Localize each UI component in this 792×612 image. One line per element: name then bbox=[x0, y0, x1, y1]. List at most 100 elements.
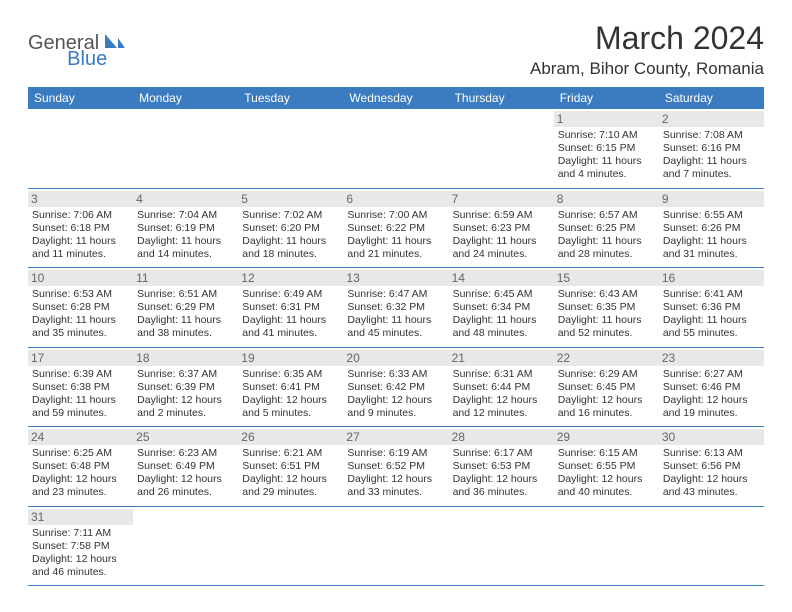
calendar-cell: 23 Sunrise: 6:27 AMSunset: 6:46 PMDayligh… bbox=[659, 347, 764, 427]
calendar-cell: 11Sunrise: 6:51 AMSunset: 6:29 PMDayligh… bbox=[133, 268, 238, 348]
day-number: 23 bbox=[659, 350, 764, 366]
day-info: Sunrise: 6:41 AMSunset: 6:36 PMDaylight:… bbox=[663, 288, 760, 341]
calendar-cell: 24 Sunrise: 6:25 AMSunset: 6:48 PMDayligh… bbox=[28, 427, 133, 507]
calendar-cell bbox=[659, 506, 764, 586]
day-info: Sunrise: 6:21 AMSunset: 6:51 PMDaylight:… bbox=[242, 447, 339, 500]
calendar-cell bbox=[554, 506, 659, 586]
calendar-row: 10 Sunrise: 6:53 AMSunset: 6:28 PMDayligh… bbox=[28, 268, 764, 348]
day-number: 5 bbox=[238, 191, 343, 207]
calendar-cell: 7Sunrise: 6:59 AMSunset: 6:23 PMDaylight… bbox=[449, 188, 554, 268]
day-number: 24 bbox=[28, 429, 133, 445]
day-info: Sunrise: 6:31 AMSunset: 6:44 PMDaylight:… bbox=[453, 368, 550, 421]
header: General Blue March 2024 Abram, Bihor Cou… bbox=[28, 20, 764, 79]
day-number: 8 bbox=[554, 191, 659, 207]
day-info: Sunrise: 7:11 AMSunset: 7:58 PMDaylight:… bbox=[32, 527, 129, 580]
calendar-cell bbox=[343, 109, 448, 188]
day-info: Sunrise: 6:27 AMSunset: 6:46 PMDaylight:… bbox=[663, 368, 760, 421]
calendar-cell: 10 Sunrise: 6:53 AMSunset: 6:28 PMDayligh… bbox=[28, 268, 133, 348]
day-info: Sunrise: 6:57 AMSunset: 6:25 PMDaylight:… bbox=[558, 209, 655, 262]
calendar-cell: 25 Sunrise: 6:23 AMSunset: 6:49 PMDayligh… bbox=[133, 427, 238, 507]
calendar-cell: 2 Sunrise: 7:08 AMSunset: 6:16 PMDaylight… bbox=[659, 109, 764, 188]
day-info: Sunrise: 6:59 AMSunset: 6:23 PMDaylight:… bbox=[453, 209, 550, 262]
day-info: Sunrise: 7:08 AMSunset: 6:16 PMDaylight:… bbox=[663, 129, 760, 182]
calendar-cell: 21 Sunrise: 6:31 AMSunset: 6:44 PMDayligh… bbox=[449, 347, 554, 427]
day-number: 10 bbox=[28, 270, 133, 286]
calendar-cell: 5Sunrise: 7:02 AMSunset: 6:20 PMDaylight… bbox=[238, 188, 343, 268]
day-number: 16 bbox=[659, 270, 764, 286]
day-info: Sunrise: 6:17 AMSunset: 6:53 PMDaylight:… bbox=[453, 447, 550, 500]
calendar-cell: 30 Sunrise: 6:13 AMSunset: 6:56 PMDayligh… bbox=[659, 427, 764, 507]
day-number: 28 bbox=[449, 429, 554, 445]
day-number: 9 bbox=[659, 191, 764, 207]
day-number: 21 bbox=[449, 350, 554, 366]
day-info: Sunrise: 6:23 AMSunset: 6:49 PMDaylight:… bbox=[137, 447, 234, 500]
logo-text-blue: Blue bbox=[67, 48, 107, 71]
calendar-row: 1 Sunrise: 7:10 AMSunset: 6:15 PMDaylight… bbox=[28, 109, 764, 188]
day-number: 25 bbox=[133, 429, 238, 445]
weekday-header: Sunday bbox=[28, 87, 133, 109]
day-info: Sunrise: 6:29 AMSunset: 6:45 PMDaylight:… bbox=[558, 368, 655, 421]
calendar-cell: 1 Sunrise: 7:10 AMSunset: 6:15 PMDaylight… bbox=[554, 109, 659, 188]
calendar-cell: 19Sunrise: 6:35 AMSunset: 6:41 PMDayligh… bbox=[238, 347, 343, 427]
calendar-cell: 6Sunrise: 7:00 AMSunset: 6:22 PMDaylight… bbox=[343, 188, 448, 268]
location: Abram, Bihor County, Romania bbox=[530, 59, 764, 79]
calendar-cell: 29 Sunrise: 6:15 AMSunset: 6:55 PMDayligh… bbox=[554, 427, 659, 507]
day-number: 17 bbox=[28, 350, 133, 366]
day-number: 6 bbox=[343, 191, 448, 207]
calendar-table: Sunday Monday Tuesday Wednesday Thursday… bbox=[28, 87, 764, 586]
day-number: 18 bbox=[133, 350, 238, 366]
calendar-cell: 28 Sunrise: 6:17 AMSunset: 6:53 PMDayligh… bbox=[449, 427, 554, 507]
day-number: 29 bbox=[554, 429, 659, 445]
calendar-cell: 31 Sunrise: 7:11 AMSunset: 7:58 PMDayligh… bbox=[28, 506, 133, 586]
calendar-cell: 12 Sunrise: 6:49 AMSunset: 6:31 PMDayligh… bbox=[238, 268, 343, 348]
day-number: 3 bbox=[28, 191, 133, 207]
weekday-header: Friday bbox=[554, 87, 659, 109]
calendar-cell bbox=[238, 506, 343, 586]
day-info: Sunrise: 6:45 AMSunset: 6:34 PMDaylight:… bbox=[453, 288, 550, 341]
calendar-cell bbox=[133, 109, 238, 188]
calendar-cell: 16 Sunrise: 6:41 AMSunset: 6:36 PMDayligh… bbox=[659, 268, 764, 348]
day-number: 14 bbox=[449, 270, 554, 286]
day-number: 31 bbox=[28, 509, 133, 525]
day-number: 12 bbox=[238, 270, 343, 286]
calendar-cell bbox=[449, 109, 554, 188]
weekday-header-row: Sunday Monday Tuesday Wednesday Thursday… bbox=[28, 87, 764, 109]
day-info: Sunrise: 6:47 AMSunset: 6:32 PMDaylight:… bbox=[347, 288, 444, 341]
day-number: 13 bbox=[343, 270, 448, 286]
calendar-cell: 14 Sunrise: 6:45 AMSunset: 6:34 PMDayligh… bbox=[449, 268, 554, 348]
day-info: Sunrise: 6:25 AMSunset: 6:48 PMDaylight:… bbox=[32, 447, 129, 500]
day-info: Sunrise: 6:51 AMSunset: 6:29 PMDaylight:… bbox=[137, 288, 234, 341]
day-info: Sunrise: 6:53 AMSunset: 6:28 PMDaylight:… bbox=[32, 288, 129, 341]
calendar-row: 17 Sunrise: 6:39 AMSunset: 6:38 PMDayligh… bbox=[28, 347, 764, 427]
day-number: 22 bbox=[554, 350, 659, 366]
calendar-cell: 18Sunrise: 6:37 AMSunset: 6:39 PMDayligh… bbox=[133, 347, 238, 427]
day-info: Sunrise: 7:10 AMSunset: 6:15 PMDaylight:… bbox=[558, 129, 655, 182]
day-number: 1 bbox=[554, 111, 659, 127]
day-info: Sunrise: 6:35 AMSunset: 6:41 PMDaylight:… bbox=[242, 368, 339, 421]
calendar-cell: 9 Sunrise: 6:55 AMSunset: 6:26 PMDaylight… bbox=[659, 188, 764, 268]
day-number: 30 bbox=[659, 429, 764, 445]
day-info: Sunrise: 6:13 AMSunset: 6:56 PMDaylight:… bbox=[663, 447, 760, 500]
day-number: 20 bbox=[343, 350, 448, 366]
day-info: Sunrise: 6:15 AMSunset: 6:55 PMDaylight:… bbox=[558, 447, 655, 500]
day-info: Sunrise: 6:19 AMSunset: 6:52 PMDaylight:… bbox=[347, 447, 444, 500]
day-info: Sunrise: 6:55 AMSunset: 6:26 PMDaylight:… bbox=[663, 209, 760, 262]
day-info: Sunrise: 6:39 AMSunset: 6:38 PMDaylight:… bbox=[32, 368, 129, 421]
day-info: Sunrise: 6:33 AMSunset: 6:42 PMDaylight:… bbox=[347, 368, 444, 421]
title-block: March 2024 Abram, Bihor County, Romania bbox=[530, 20, 764, 79]
calendar-cell bbox=[343, 506, 448, 586]
logo: General Blue bbox=[28, 32, 145, 55]
calendar-cell: 4Sunrise: 7:04 AMSunset: 6:19 PMDaylight… bbox=[133, 188, 238, 268]
day-number: 27 bbox=[343, 429, 448, 445]
weekday-header: Saturday bbox=[659, 87, 764, 109]
calendar-cell: 13 Sunrise: 6:47 AMSunset: 6:32 PMDayligh… bbox=[343, 268, 448, 348]
calendar-cell: 3 Sunrise: 7:06 AMSunset: 6:18 PMDaylight… bbox=[28, 188, 133, 268]
calendar-cell bbox=[449, 506, 554, 586]
day-info: Sunrise: 7:06 AMSunset: 6:18 PMDaylight:… bbox=[32, 209, 129, 262]
calendar-cell: 15Sunrise: 6:43 AMSunset: 6:35 PMDayligh… bbox=[554, 268, 659, 348]
calendar-cell bbox=[28, 109, 133, 188]
day-info: Sunrise: 6:49 AMSunset: 6:31 PMDaylight:… bbox=[242, 288, 339, 341]
calendar-cell bbox=[238, 109, 343, 188]
day-number: 2 bbox=[659, 111, 764, 127]
calendar-cell: 20 Sunrise: 6:33 AMSunset: 6:42 PMDayligh… bbox=[343, 347, 448, 427]
